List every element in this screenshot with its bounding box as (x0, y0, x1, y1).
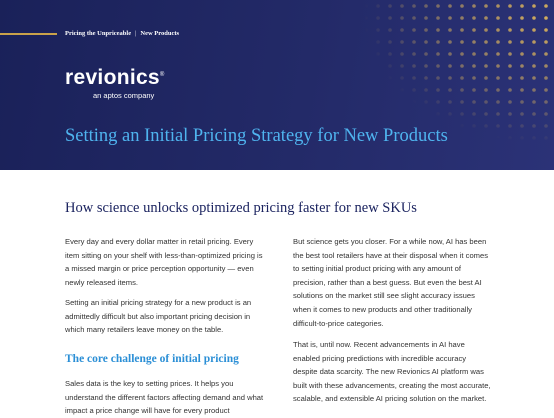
registered-mark: ® (159, 72, 165, 78)
subtitle: How science unlocks optimized pricing fa… (65, 200, 417, 216)
breadcrumb-item: Pricing the Unpriceable (65, 30, 132, 37)
paragraph: Setting an initial pricing strategy for … (65, 298, 252, 335)
logo: revionics® (65, 66, 165, 90)
header: Pricing the Unpriceable | New Products rev… (0, 0, 554, 170)
accent-line (0, 33, 57, 35)
separator: | (135, 30, 137, 37)
section-heading: The core challenge of initial pricing (65, 353, 239, 365)
paragraph: That is, until now. Recent advancements … (293, 340, 491, 404)
tagline: an aptos company (93, 91, 155, 100)
breadcrumb-item: New Products (140, 30, 180, 37)
breadcrumb: Pricing the Unpriceable | New Products (65, 30, 179, 37)
dot-pattern (300, 0, 554, 170)
paragraph: Every day and every dollar matter in ret… (65, 237, 263, 287)
paragraph: But science gets you closer. For a while… (293, 237, 489, 328)
paragraph: Sales data is the key to setting prices.… (65, 379, 264, 416)
title: Setting an Initial Pricing Strategy for … (65, 126, 448, 146)
logo-text: revionics (65, 66, 160, 89)
